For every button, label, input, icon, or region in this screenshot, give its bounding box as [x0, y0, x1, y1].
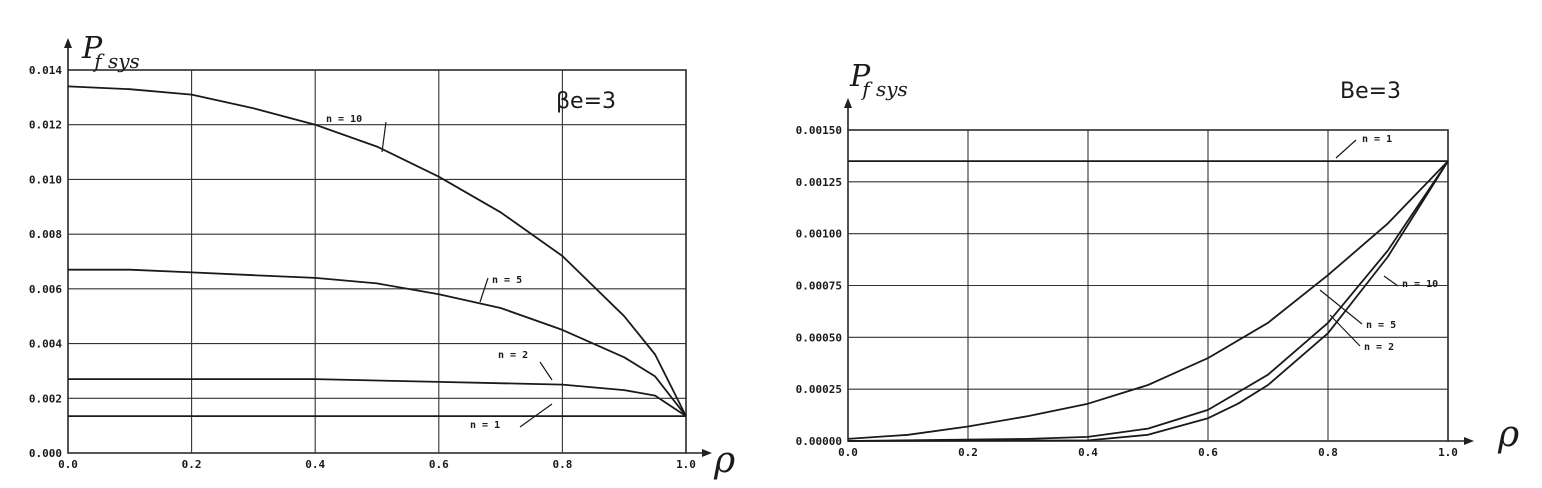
- x-tick-label: 0.2: [182, 458, 202, 471]
- y-tick-label: 0.008: [29, 228, 62, 241]
- beta-annotation: βe=3: [556, 89, 616, 114]
- x-axis-arrowhead: [702, 449, 712, 457]
- plot-frame: [67, 69, 687, 454]
- left-chart: 0.0 0.2 0.4 0.6 0.8 1.0 0.000 0.002 0.004 0.006 0.…: [29, 31, 735, 481]
- series-label-leader: [1319, 289, 1363, 325]
- series-label: n = 2: [498, 350, 528, 361]
- y-axis-label: Pf sys: [81, 31, 140, 73]
- right-chart: 0.0 0.2 0.4 0.6 0.8 1.0 0.00000 0.00025 0.00050 0…: [796, 59, 1520, 459]
- series-label: n = 1: [470, 420, 500, 431]
- x-tick-label: 0.8: [552, 458, 572, 471]
- y-axis-label: Pf sys: [849, 59, 908, 101]
- y-tick-label: 0.010: [29, 173, 62, 186]
- series-line: [67, 85, 687, 417]
- x-tick-label: 0.6: [1198, 446, 1218, 459]
- x-tick-label: 1.0: [676, 458, 696, 471]
- x-tick-label: 0.0: [58, 458, 78, 471]
- x-axis-arrowhead: [1464, 437, 1474, 445]
- y-axis-arrowhead: [64, 38, 72, 48]
- beta-annotation: Be=3: [1340, 79, 1401, 104]
- y-tick-label: 0.002: [29, 392, 62, 405]
- series-label-leader: [479, 277, 489, 303]
- series-label-leader: [519, 403, 553, 428]
- series-line: [68, 268, 687, 417]
- x-tick-label: 0.8: [1318, 446, 1338, 459]
- series-label: n = 1: [1362, 134, 1392, 145]
- series-label: n = 5: [1366, 320, 1396, 331]
- series-label-leader: [1383, 275, 1399, 287]
- series-line: [847, 160, 1449, 442]
- y-tick-label: 0.012: [29, 119, 62, 132]
- x-tick-label: 1.0: [1438, 446, 1458, 459]
- x-tick-label: 0.4: [305, 458, 325, 471]
- series-label-leader: [1335, 139, 1357, 159]
- y-tick-label: 0.00075: [796, 280, 842, 293]
- series-line: [847, 160, 1449, 442]
- series-label: n = 10: [1402, 279, 1438, 290]
- y-tick-label: 0.00100: [796, 228, 842, 241]
- y-tick-label: 0.004: [29, 338, 62, 351]
- series-line: [68, 378, 687, 417]
- series-label: n = 10: [326, 114, 362, 125]
- series-label-leader: [1329, 314, 1361, 347]
- y-tick-label: 0.00125: [796, 176, 842, 189]
- y-tick-label: 0.006: [29, 283, 62, 296]
- y-tick-label: 0.00050: [796, 331, 842, 344]
- y-tick-label: 0.014: [29, 64, 62, 77]
- x-axis-label: ρ: [1497, 414, 1519, 455]
- series-label: n = 5: [492, 275, 522, 286]
- x-tick-label: 0.4: [1078, 446, 1098, 459]
- y-tick-label: 0.00150: [796, 124, 842, 137]
- series-label: n = 2: [1364, 342, 1394, 353]
- series-line: [847, 160, 1449, 440]
- series-label-leader: [381, 121, 387, 153]
- y-tick-label: 0.000: [29, 447, 62, 460]
- series-label-leader: [539, 361, 553, 381]
- y-tick-label: 0.00000: [796, 435, 842, 448]
- y-tick-label: 0.00025: [796, 383, 842, 396]
- x-tick-label: 0.6: [429, 458, 449, 471]
- x-tick-label: 0.0: [838, 446, 858, 459]
- x-axis-label: ρ: [713, 440, 735, 481]
- x-tick-label: 0.2: [958, 446, 978, 459]
- y-axis-arrowhead: [844, 98, 852, 108]
